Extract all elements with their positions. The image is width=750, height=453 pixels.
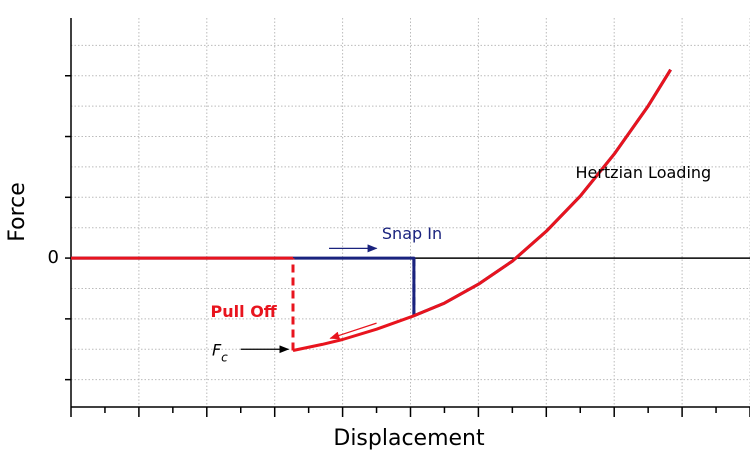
grid-lines (71, 18, 750, 407)
critical-force-symbol: F (212, 340, 222, 359)
critical-force-subscript: c (221, 350, 228, 364)
pull-off-label: Pull Off (211, 302, 278, 321)
y-axis-title: Force (5, 182, 30, 242)
series-approach (71, 68, 672, 318)
y-tick-label-zero: 0 (48, 247, 59, 268)
hertzian-loading-label: Hertzian Loading (575, 163, 711, 182)
axis-ticks (65, 74, 750, 417)
snap-in-label: Snap In (382, 224, 442, 243)
series-retract (292, 68, 672, 352)
axes (70, 18, 750, 408)
pull-off-arrow (329, 322, 377, 340)
x-axis-title: Displacement (333, 426, 485, 451)
data-series (71, 68, 672, 352)
annotation-arrows (240, 244, 378, 354)
critical-force-label: Fc (212, 340, 228, 364)
